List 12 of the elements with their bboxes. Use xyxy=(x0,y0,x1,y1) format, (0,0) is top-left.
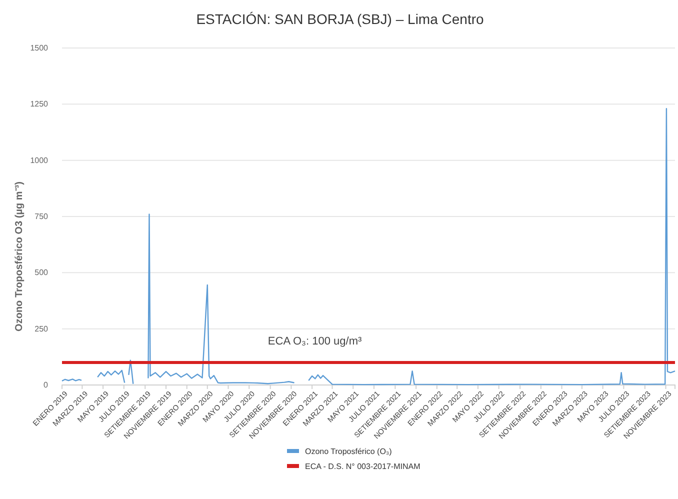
y-tick-label: 0 xyxy=(44,380,49,390)
y-tick-label: 1500 xyxy=(30,44,49,53)
y-tick-label: 1250 xyxy=(30,100,49,109)
y-tick-label: 1000 xyxy=(30,156,49,165)
annotation: ECA O₃: 100 ug/m³ xyxy=(268,336,362,348)
legend-label: Ozono Troposférico (O₃) xyxy=(305,447,392,456)
y-tick-label: 500 xyxy=(34,268,49,278)
chart-title: ESTACIÓN: SAN BORJA (SBJ) – Lima Centro xyxy=(196,11,484,27)
y-axis-title: Ozono Troposférico O3 (µg m⁻³) xyxy=(14,182,25,332)
y-tick-label: 750 xyxy=(34,212,49,222)
legend-label: ECA - D.S. N° 003-2017-MINAM xyxy=(305,462,421,471)
y-tick-label: 250 xyxy=(34,324,49,334)
